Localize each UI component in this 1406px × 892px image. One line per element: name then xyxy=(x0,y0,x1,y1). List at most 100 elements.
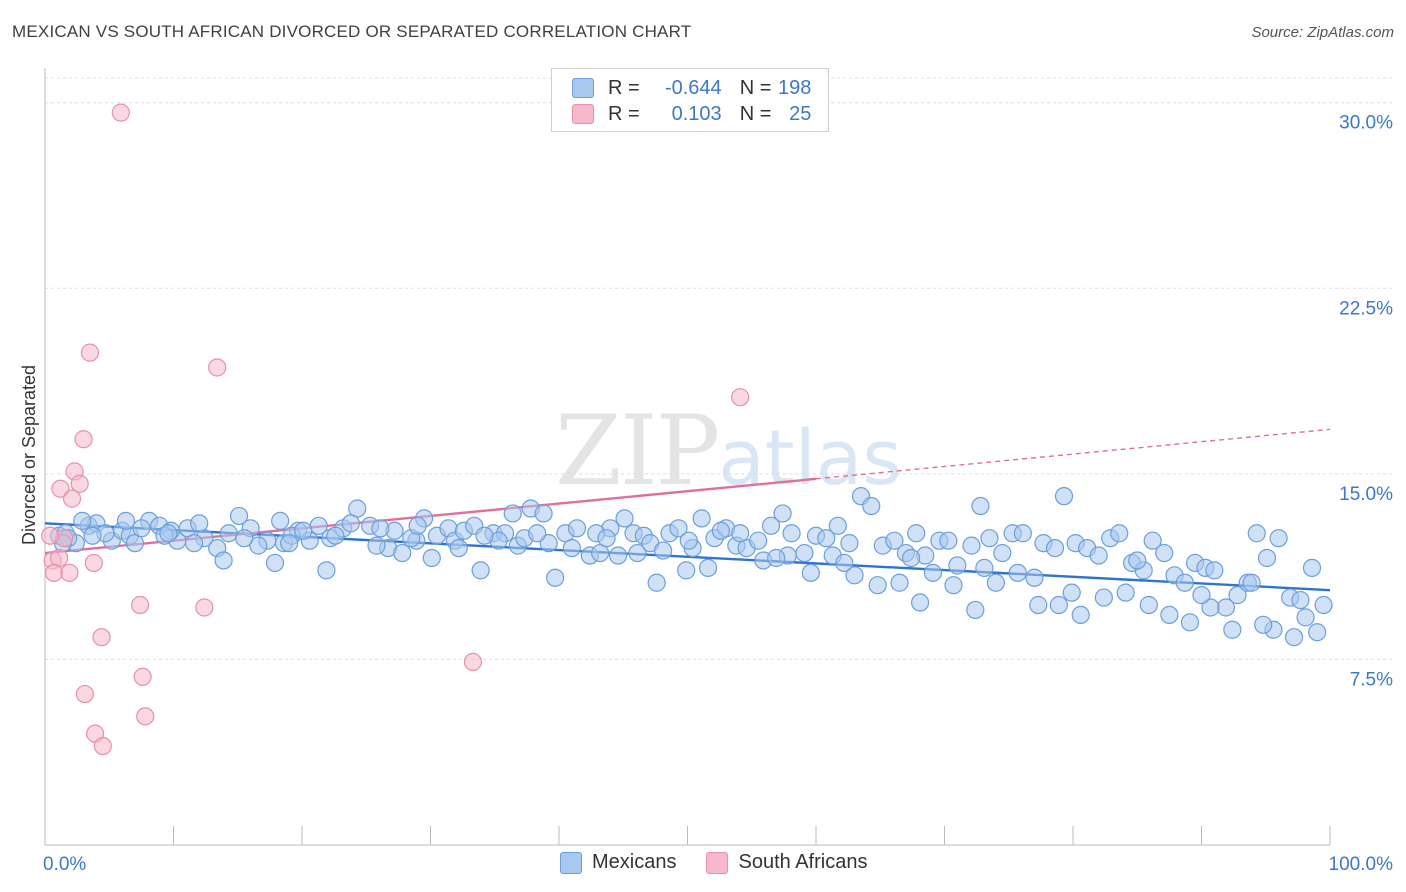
data-point xyxy=(782,524,801,543)
data-point xyxy=(534,504,553,523)
data-point xyxy=(677,561,696,580)
data-point xyxy=(845,566,864,585)
data-point xyxy=(962,536,981,555)
data-point xyxy=(471,561,490,580)
legend-swatch-south-africans xyxy=(572,104,594,124)
watermark-atlas: atlas xyxy=(718,413,902,502)
data-point xyxy=(1175,573,1194,592)
legend-r-label: R = xyxy=(608,76,640,99)
legend-n-label: N = xyxy=(739,102,772,125)
data-point xyxy=(948,556,967,575)
data-point xyxy=(868,576,887,595)
tick-labels: 7.5% 15.0% 22.5% 30.0% 0.0% 100.0% xyxy=(43,113,1393,875)
data-point xyxy=(159,524,178,543)
data-point xyxy=(317,561,336,580)
data-point xyxy=(235,529,254,548)
data-point xyxy=(1247,524,1266,543)
data-point xyxy=(75,684,94,704)
data-point xyxy=(294,521,313,540)
data-point xyxy=(60,563,79,582)
data-point xyxy=(817,529,836,548)
data-point xyxy=(1128,551,1147,570)
data-point xyxy=(1314,595,1333,615)
legend-item-south-africans[interactable]: South Africans xyxy=(706,851,867,874)
data-point xyxy=(1254,615,1273,634)
data-point xyxy=(1054,487,1074,506)
legend-label-mexicans: Mexicans xyxy=(592,851,677,873)
data-point xyxy=(219,524,238,543)
y-tick-label: 22.5% xyxy=(1339,298,1393,319)
legend-item-mexicans[interactable]: Mexicans xyxy=(560,851,676,874)
data-point xyxy=(80,343,100,362)
x-tick-label: 0.0% xyxy=(43,854,86,875)
data-point xyxy=(698,558,718,577)
data-point xyxy=(1029,595,1048,615)
data-point xyxy=(1110,524,1129,543)
data-point xyxy=(1155,543,1174,563)
y-axis-title: Divorced or Separated xyxy=(19,365,39,545)
source-note: Source: ZipAtlas.com xyxy=(1251,24,1394,41)
chart-title: MEXICAN VS SOUTH AFRICAN DIVORCED OR SEP… xyxy=(12,22,692,41)
data-point xyxy=(975,558,994,577)
data-point xyxy=(280,534,299,553)
data-point xyxy=(1062,583,1081,602)
data-point xyxy=(749,531,768,550)
data-point xyxy=(133,667,152,686)
data-point xyxy=(986,573,1006,592)
data-point xyxy=(341,514,360,533)
data-point xyxy=(901,548,921,568)
data-point xyxy=(562,538,581,558)
data-point xyxy=(1049,595,1068,615)
data-point xyxy=(567,519,587,538)
data-point xyxy=(971,496,990,516)
data-point xyxy=(408,516,427,535)
data-point xyxy=(249,536,268,555)
data-point xyxy=(367,536,386,555)
data-point xyxy=(939,531,958,550)
legend-row-south-africans: R = 0.103 N = 25 xyxy=(572,101,811,127)
data-point xyxy=(609,546,628,565)
data-point xyxy=(966,600,985,620)
data-point xyxy=(208,358,227,377)
data-point xyxy=(116,511,136,530)
data-point xyxy=(1008,563,1027,582)
data-point xyxy=(1242,573,1261,592)
data-point xyxy=(628,543,647,563)
data-point xyxy=(1302,558,1322,577)
data-point xyxy=(910,593,930,612)
data-point xyxy=(1192,586,1211,605)
legend-r-value: 0.103 xyxy=(671,102,722,125)
data-point xyxy=(669,519,688,538)
data-point xyxy=(1139,595,1158,615)
data-point xyxy=(371,519,390,538)
legend-n-value: 198 xyxy=(778,76,812,99)
data-point xyxy=(980,529,999,548)
series-mexicans xyxy=(50,487,1333,647)
data-point xyxy=(1180,613,1200,632)
data-point xyxy=(463,652,483,672)
data-point xyxy=(679,531,698,550)
x-tick-label: 100.0% xyxy=(1329,854,1394,875)
legend-label-south-africans: South Africans xyxy=(738,851,868,873)
data-point xyxy=(271,511,290,530)
data-point xyxy=(136,707,155,726)
data-point xyxy=(885,531,904,550)
data-point xyxy=(422,548,441,568)
data-point xyxy=(1045,538,1065,558)
data-point xyxy=(1228,586,1247,605)
series-legend: Mexicans South Africans xyxy=(560,851,897,874)
legend-r-value: -0.644 xyxy=(664,76,722,99)
data-point xyxy=(1160,605,1179,625)
data-point xyxy=(890,573,909,592)
watermark-zip: ZIP xyxy=(555,395,720,507)
axes xyxy=(44,68,1331,846)
data-points xyxy=(41,103,1333,756)
y-tick-label: 15.0% xyxy=(1339,484,1393,505)
data-point xyxy=(326,526,345,545)
data-point xyxy=(1094,588,1113,607)
data-point xyxy=(923,563,943,582)
legend-n-value: 25 xyxy=(789,102,812,125)
data-point xyxy=(1223,620,1242,639)
data-point xyxy=(1257,548,1277,568)
data-point xyxy=(190,514,209,533)
